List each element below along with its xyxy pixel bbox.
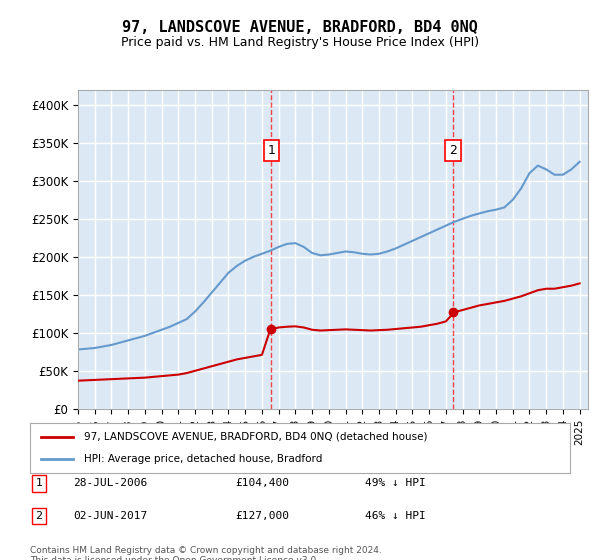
Text: 49% ↓ HPI: 49% ↓ HPI <box>365 478 425 488</box>
Text: HPI: Average price, detached house, Bradford: HPI: Average price, detached house, Brad… <box>84 454 322 464</box>
Text: £104,400: £104,400 <box>235 478 289 488</box>
Text: Contains HM Land Registry data © Crown copyright and database right 2024.
This d: Contains HM Land Registry data © Crown c… <box>30 546 382 560</box>
Text: 28-JUL-2006: 28-JUL-2006 <box>73 478 148 488</box>
Text: 1: 1 <box>268 144 275 157</box>
Text: 46% ↓ HPI: 46% ↓ HPI <box>365 511 425 521</box>
Text: 97, LANDSCOVE AVENUE, BRADFORD, BD4 0NQ (detached house): 97, LANDSCOVE AVENUE, BRADFORD, BD4 0NQ … <box>84 432 427 442</box>
Text: 2: 2 <box>449 144 457 157</box>
Text: 97, LANDSCOVE AVENUE, BRADFORD, BD4 0NQ: 97, LANDSCOVE AVENUE, BRADFORD, BD4 0NQ <box>122 20 478 35</box>
Text: Price paid vs. HM Land Registry's House Price Index (HPI): Price paid vs. HM Land Registry's House … <box>121 36 479 49</box>
Text: 1: 1 <box>35 478 43 488</box>
Text: 2: 2 <box>35 511 43 521</box>
Text: £127,000: £127,000 <box>235 511 289 521</box>
Text: 02-JUN-2017: 02-JUN-2017 <box>73 511 148 521</box>
